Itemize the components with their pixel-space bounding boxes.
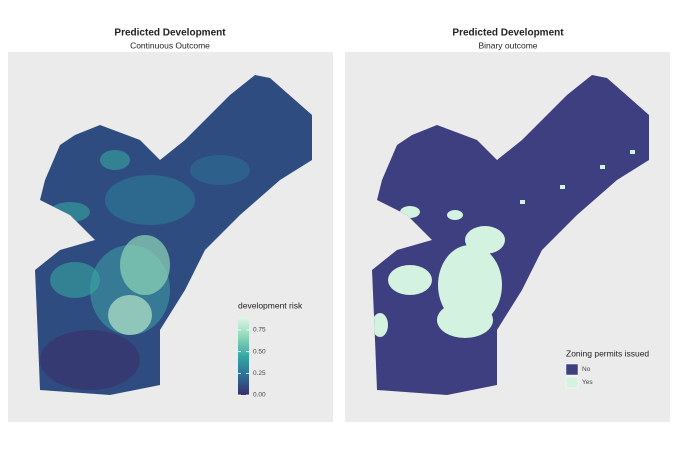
legend-swatch	[565, 363, 579, 376]
legend-tick-label: 0.00	[253, 392, 266, 399]
legend-title: development risk	[238, 300, 303, 310]
panel-title: Predicted Development	[452, 28, 564, 39]
legend-label: Yes	[582, 379, 593, 386]
panel-subtitle: Binary outcome	[478, 40, 537, 50]
legend-tick-label: 0.50	[253, 348, 266, 355]
legend-title: Zoning permits issued	[566, 348, 649, 358]
legend-label: No	[582, 366, 591, 373]
legend-tick-label: 0.25	[253, 370, 266, 377]
panel-title: Predicted Development	[114, 28, 226, 39]
legend-swatch	[565, 376, 579, 389]
legend-tick-label: 0.75	[253, 327, 266, 334]
panel-subtitle: Continuous Outcome	[130, 40, 210, 50]
colorbar	[238, 317, 249, 395]
